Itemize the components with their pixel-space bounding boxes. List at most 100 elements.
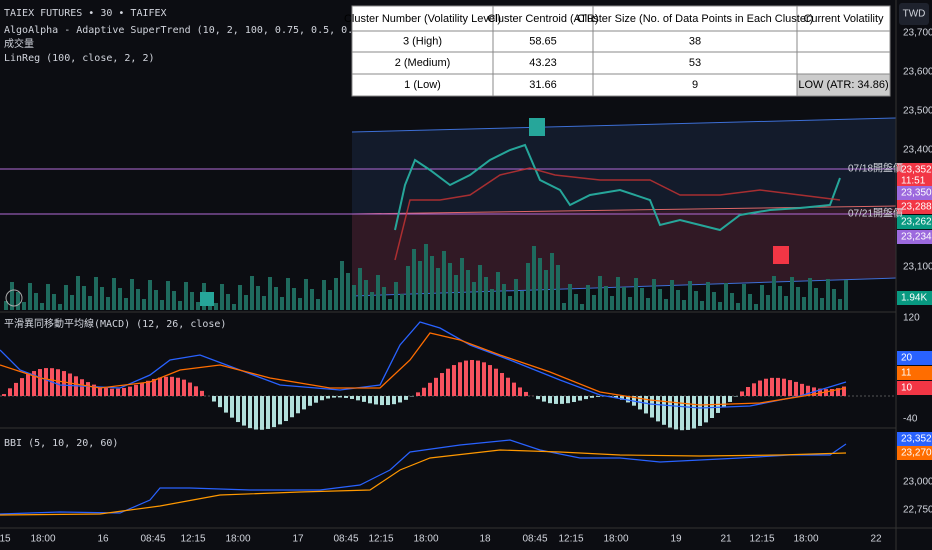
histogram-bar — [524, 391, 528, 396]
volume-bar — [364, 280, 368, 310]
histogram-bar — [254, 396, 258, 430]
histogram-bar — [554, 396, 558, 404]
histogram-bar — [8, 388, 12, 396]
volume-bar — [796, 287, 800, 310]
macd-histogram — [2, 360, 846, 431]
volume-bar — [52, 294, 56, 310]
volume-bar — [418, 261, 422, 310]
histogram-bar — [704, 396, 708, 423]
volume-bar — [760, 285, 764, 310]
histogram-bar — [752, 383, 756, 396]
volume-bar — [28, 283, 32, 310]
volume-bar — [808, 278, 812, 310]
price-label-bg — [897, 163, 932, 177]
table-cell: 53 — [689, 57, 701, 69]
time-tick: 08:45 — [140, 534, 165, 545]
histogram-bar — [386, 396, 390, 406]
histogram-bar — [506, 377, 510, 396]
histogram-bar — [758, 380, 762, 396]
histogram-bar — [182, 379, 186, 396]
volume-bar — [22, 302, 26, 310]
volume-bar — [466, 270, 470, 310]
histogram-bar — [308, 396, 312, 406]
column-header: Cluster Centroid (ATR) — [487, 13, 598, 25]
price-tick: 23,500 — [903, 106, 932, 117]
column-header: Current Volatility — [803, 13, 884, 25]
macd-label: 10 — [901, 383, 913, 394]
volume-bar — [268, 277, 272, 310]
time-tick: 17 — [292, 534, 304, 545]
histogram-bar — [362, 396, 366, 402]
signal-line — [0, 332, 847, 406]
volume-bar — [694, 291, 698, 310]
nav-button[interactable] — [5, 289, 23, 307]
volume-bar — [736, 303, 740, 310]
volume-bar — [730, 293, 734, 310]
histogram-bar — [446, 368, 450, 396]
histogram-bar — [32, 371, 36, 396]
pane-title: 平滑異同移動平均線(MACD) (12, 26, close) — [4, 317, 226, 330]
histogram-bar — [560, 396, 564, 404]
volume-bar — [16, 292, 20, 310]
volume-bar — [34, 293, 38, 310]
volume-bar — [544, 270, 548, 310]
volume-bar — [688, 281, 692, 310]
volume-bar — [316, 299, 320, 310]
volume-bar — [88, 296, 92, 310]
volume-bar — [400, 294, 404, 310]
histogram-bar — [236, 396, 240, 423]
price-line — [394, 143, 841, 232]
price-label: 23,262 — [901, 217, 932, 228]
time-tick: 08:45 — [333, 534, 358, 545]
volume-bar — [712, 292, 716, 310]
table-cell: LOW (ATR: 34.86) — [798, 79, 888, 91]
indicator-label: 成交量 — [4, 37, 34, 50]
volume-bar — [514, 279, 518, 310]
histogram-bar — [590, 396, 594, 398]
volume-bar — [556, 265, 560, 310]
time-tick: 18:00 — [413, 534, 438, 545]
volume-bar — [496, 272, 500, 310]
histogram-bar — [644, 396, 648, 414]
volume-bar — [664, 299, 668, 310]
volume-bar — [754, 304, 758, 310]
histogram-bar — [194, 386, 198, 396]
histogram-bar — [794, 381, 798, 396]
volume-bar — [640, 288, 644, 310]
currency[interactable]: TWD — [903, 9, 926, 20]
table-cell: 43.23 — [529, 57, 557, 69]
volume-bar — [82, 286, 86, 310]
histogram-bar — [278, 396, 282, 425]
histogram-bar — [80, 379, 84, 396]
time-tick: 18 — [479, 534, 491, 545]
volume-bar — [550, 253, 554, 310]
volume-bar — [172, 291, 176, 310]
histogram-bar — [680, 396, 684, 431]
histogram-bar — [200, 390, 204, 396]
histogram-bar — [830, 388, 834, 396]
volume-bar — [286, 278, 290, 310]
histogram-bar — [428, 382, 432, 396]
volume-bar — [244, 295, 248, 310]
volume-bar — [184, 282, 188, 310]
volume-bar — [118, 288, 122, 310]
currency-button[interactable] — [899, 3, 929, 25]
volume-bar — [40, 303, 44, 310]
histogram-bar — [578, 396, 582, 401]
histogram-bar — [782, 378, 786, 396]
macd-line — [0, 321, 847, 409]
histogram-bar — [536, 396, 540, 400]
bbi-tick: 22,750 — [903, 505, 932, 516]
volume-bar — [832, 289, 836, 310]
histogram-bar — [116, 388, 120, 396]
volume-bar — [742, 284, 746, 310]
volume-bar — [460, 258, 464, 310]
time-tick: 18:00 — [225, 534, 250, 545]
volume-bar — [622, 287, 626, 310]
volume-bar — [424, 244, 428, 310]
histogram-bar — [488, 365, 492, 396]
histogram-bar — [620, 396, 624, 400]
volume-bar — [430, 256, 434, 310]
